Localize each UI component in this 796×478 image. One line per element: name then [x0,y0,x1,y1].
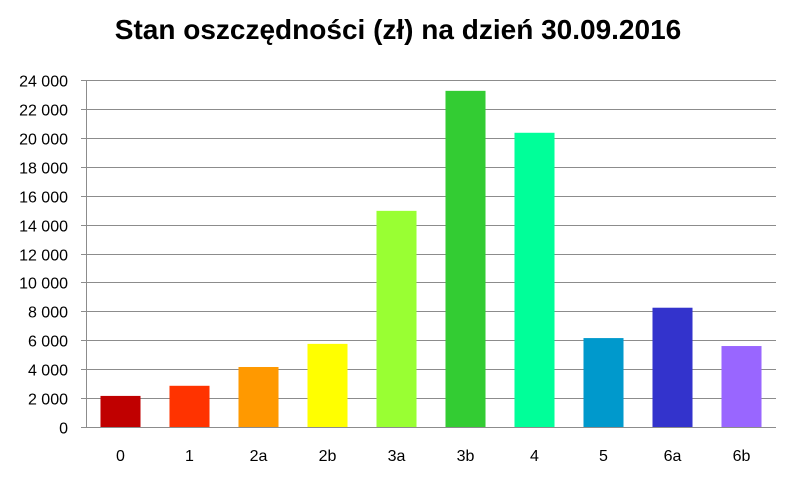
y-tick-label: 24 000 [19,74,68,91]
y-tick-label: 20 000 [19,132,68,149]
y-tick-label: 4 000 [28,363,68,380]
y-tick-label: 6 000 [28,334,68,351]
x-tick-label: 5 [599,448,608,465]
chart-title: Stan oszczędności (zł) na dzień 30.09.20… [114,14,682,45]
bar-4 [514,132,555,427]
x-tick-label: 2b [319,448,337,465]
y-tick-label: 8 000 [28,305,68,322]
y-tick-label: 18 000 [19,161,68,178]
y-tick-label: 0 [59,421,68,438]
x-tick-label: 3b [457,448,475,465]
bar-3b [445,90,486,427]
x-tick-label: 1 [185,448,194,465]
bar-6b [721,346,762,427]
x-tick-label: 4 [530,448,539,465]
bar-5 [583,338,624,427]
x-tick-label: 0 [116,448,125,465]
bar-6a [652,307,693,427]
bar-0 [100,395,141,427]
y-tick-label: 2 000 [28,392,68,409]
y-tick-label: 12 000 [19,248,68,265]
y-tick-label: 16 000 [19,190,68,207]
x-tick-label: 6b [733,448,751,465]
x-tick-label: 2a [250,448,268,465]
x-tick-label: 6a [664,448,682,465]
x-tick-label: 3a [388,448,406,465]
bar-1 [169,385,210,427]
bar-2a [238,366,279,427]
y-tick-label: 22 000 [19,103,68,120]
y-tick-label: 10 000 [19,276,68,293]
bar-3a [376,210,417,427]
y-tick-label: 14 000 [19,219,68,236]
bar-2b [307,343,348,427]
